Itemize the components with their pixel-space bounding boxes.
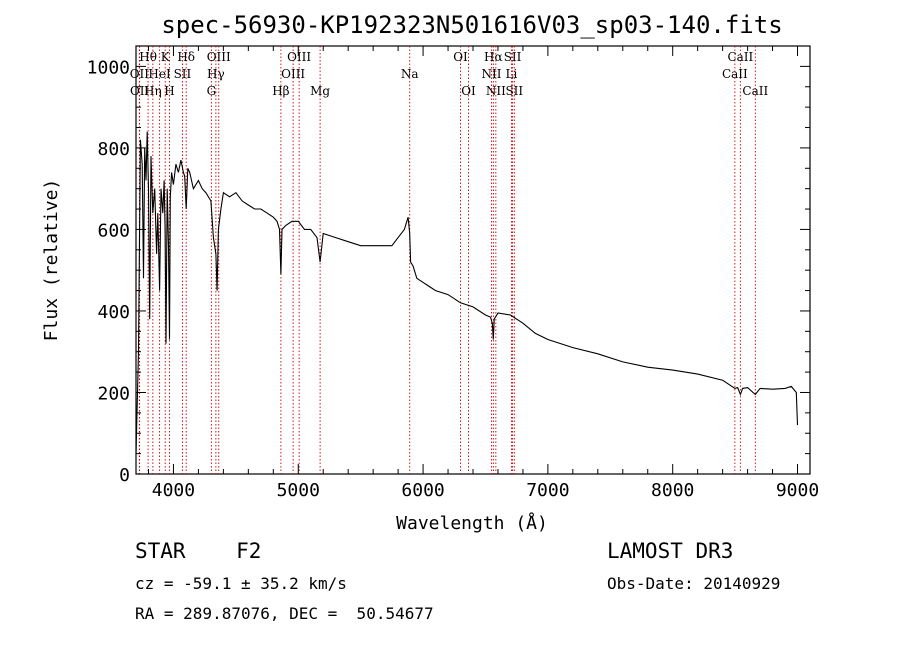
line-marker-label: G: [207, 84, 217, 98]
line-marker-label: HeI: [148, 67, 171, 81]
x-tick-label: 7000: [526, 480, 569, 501]
y-tick-label: 200: [97, 383, 130, 404]
spectrum-line: [135, 131, 799, 454]
plot-frame: [135, 45, 811, 475]
line-marker-label: SII: [174, 67, 192, 81]
line-marker-label: Hη: [144, 84, 162, 98]
redshift-velocity: cz = -59.1 ± 35.2 km/s: [135, 574, 347, 593]
y-tick-label: 800: [97, 139, 130, 160]
line-marker-label: NII: [481, 67, 501, 81]
line-marker-label: OII: [130, 67, 150, 81]
line-marker-label: Na: [401, 67, 419, 81]
line-marker-label: Li: [506, 67, 518, 81]
y-tick-label: 600: [97, 220, 130, 241]
line-marker-label: OI: [453, 50, 468, 64]
line-marker-label: OIII: [207, 50, 231, 64]
x-tick-label: 6000: [401, 480, 444, 501]
line-marker-label: Hγ: [207, 67, 225, 81]
observation-date: Obs-Date: 20140929: [607, 574, 781, 593]
line-marker-label: SII: [505, 84, 523, 98]
chart-title: spec-56930-KP192323N501616V03_sp03-140.f…: [161, 11, 782, 39]
x-axis-label: Wavelength (Å): [396, 512, 548, 534]
line-marker-label: CaII: [727, 50, 753, 64]
y-axis-ticks: 0 200 400 600 800 1000: [87, 45, 810, 486]
line-marker-label: CaII: [742, 84, 768, 98]
y-axis-label: Flux (relative): [41, 179, 62, 342]
line-marker-label: OII: [130, 84, 150, 98]
x-tick-label: 9000: [776, 480, 819, 501]
line-marker-label: CaII: [722, 67, 748, 81]
line-marker-label: SII: [504, 50, 522, 64]
object-class: STAR F2: [135, 539, 262, 563]
y-tick-label: 0: [119, 465, 130, 486]
line-marker-label: OIII: [287, 50, 311, 64]
line-marker-label: Hδ: [177, 50, 195, 64]
line-marker-label: OIII: [281, 67, 305, 81]
line-marker-label: NII: [486, 84, 506, 98]
line-marker-label: K: [161, 50, 171, 64]
line-markers: [138, 46, 756, 474]
ra-dec-coordinates: RA = 289.87076, DEC = 50.54677: [135, 604, 434, 623]
y-tick-label: 400: [97, 302, 130, 323]
x-axis-ticks: 4000 5000 6000 7000 8000 9000: [147, 46, 819, 501]
line-marker-label: OI: [461, 84, 476, 98]
y-tick-label: 1000: [87, 57, 130, 78]
line-marker-label: Mg: [310, 84, 330, 98]
line-marker-label: Hβ: [272, 84, 289, 98]
x-tick-label: 5000: [277, 480, 320, 501]
x-tick-label: 4000: [152, 480, 195, 501]
survey-release: LAMOST DR3: [607, 539, 734, 563]
line-marker-label: Hθ: [139, 50, 157, 64]
line-marker-label: Hα: [484, 50, 503, 64]
x-tick-label: 8000: [651, 480, 694, 501]
line-marker-label: H: [164, 84, 174, 98]
